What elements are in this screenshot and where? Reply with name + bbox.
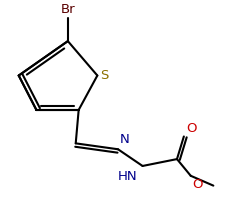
Text: O: O [193, 178, 203, 191]
Text: HN: HN [118, 170, 138, 183]
Text: O: O [186, 121, 196, 135]
Text: N: N [120, 133, 130, 146]
Text: S: S [100, 69, 109, 82]
Text: Br: Br [61, 3, 75, 16]
